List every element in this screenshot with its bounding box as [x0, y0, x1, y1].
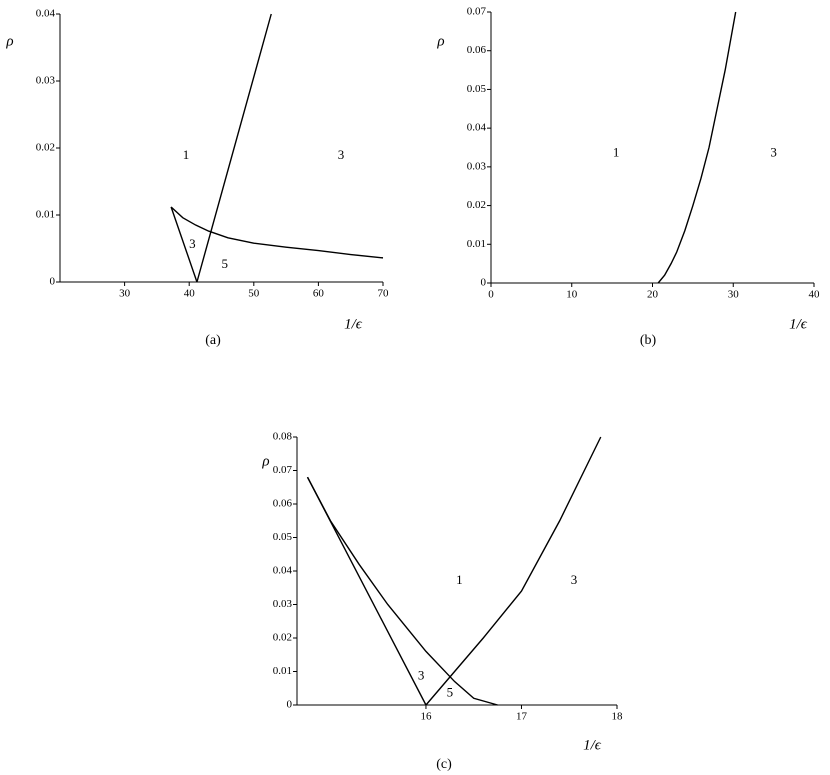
y-tick-label: 0.05 [467, 83, 487, 95]
x-tick-label: 17 [516, 711, 528, 723]
region-label: 3 [770, 144, 777, 159]
x-tick-label: 0 [488, 289, 494, 301]
y-tick-label: 0.07 [467, 6, 487, 18]
x-tick-label: 50 [248, 288, 260, 300]
y-tick-label: 0.02 [36, 142, 55, 154]
y-axis-label: ρ [436, 33, 444, 49]
x-axis-label: 1/ϵ [583, 737, 602, 753]
region-label: 5 [447, 684, 454, 699]
region-label: 3 [189, 236, 196, 251]
y-axis-label: ρ [261, 453, 269, 469]
y-tick-label: 0.03 [273, 598, 293, 610]
y-tick-label: 0.03 [36, 75, 56, 87]
y-tick-label: 0 [50, 276, 56, 288]
y-tick-label: 0.08 [273, 431, 293, 443]
caption: (b) [640, 333, 657, 348]
curve [170, 206, 384, 259]
x-tick-label: 16 [420, 711, 432, 723]
x-axis-label: 1/ϵ [344, 316, 363, 332]
region-label: 3 [571, 572, 578, 587]
y-tick-label: 0.04 [467, 122, 487, 134]
y-tick-label: 0.02 [467, 199, 486, 211]
y-tick-label: 0 [287, 699, 293, 711]
y-axis-label: ρ [5, 33, 13, 49]
x-tick-label: 18 [612, 711, 624, 723]
x-tick-label: 20 [647, 289, 659, 301]
caption: (a) [205, 333, 221, 348]
y-tick-label: 0.07 [273, 464, 293, 476]
x-tick-label: 30 [119, 288, 131, 300]
x-tick-label: 40 [184, 288, 196, 300]
x-tick-label: 70 [378, 288, 390, 300]
curve [657, 11, 737, 284]
y-tick-label: 0.05 [273, 531, 293, 543]
region-label: 1 [613, 144, 620, 159]
y-tick-label: 0.06 [467, 44, 487, 56]
y-tick-label: 0.03 [467, 160, 487, 172]
curve [170, 206, 198, 283]
curve [306, 476, 498, 706]
curve [196, 13, 272, 283]
x-tick-label: 10 [566, 289, 578, 301]
y-tick-label: 0.01 [467, 238, 486, 250]
x-tick-label: 40 [809, 289, 821, 301]
region-label: 3 [418, 668, 425, 683]
region-label: 5 [221, 256, 228, 271]
y-tick-label: 0.04 [273, 565, 293, 577]
y-tick-label: 0.01 [36, 209, 55, 221]
x-axis-label: 1/ϵ [789, 316, 808, 332]
y-tick-label: 0 [481, 277, 487, 289]
curve [425, 436, 602, 706]
x-tick-label: 30 [728, 289, 740, 301]
region-label: 3 [338, 147, 345, 162]
region-label: 1 [456, 572, 463, 587]
region-label: 1 [183, 147, 190, 162]
y-tick-label: 0.06 [273, 498, 293, 510]
y-tick-label: 0.01 [273, 665, 292, 677]
y-tick-label: 0.02 [273, 632, 292, 644]
x-tick-label: 60 [313, 288, 325, 300]
y-tick-label: 0.04 [36, 8, 56, 20]
caption: (c) [436, 757, 452, 772]
